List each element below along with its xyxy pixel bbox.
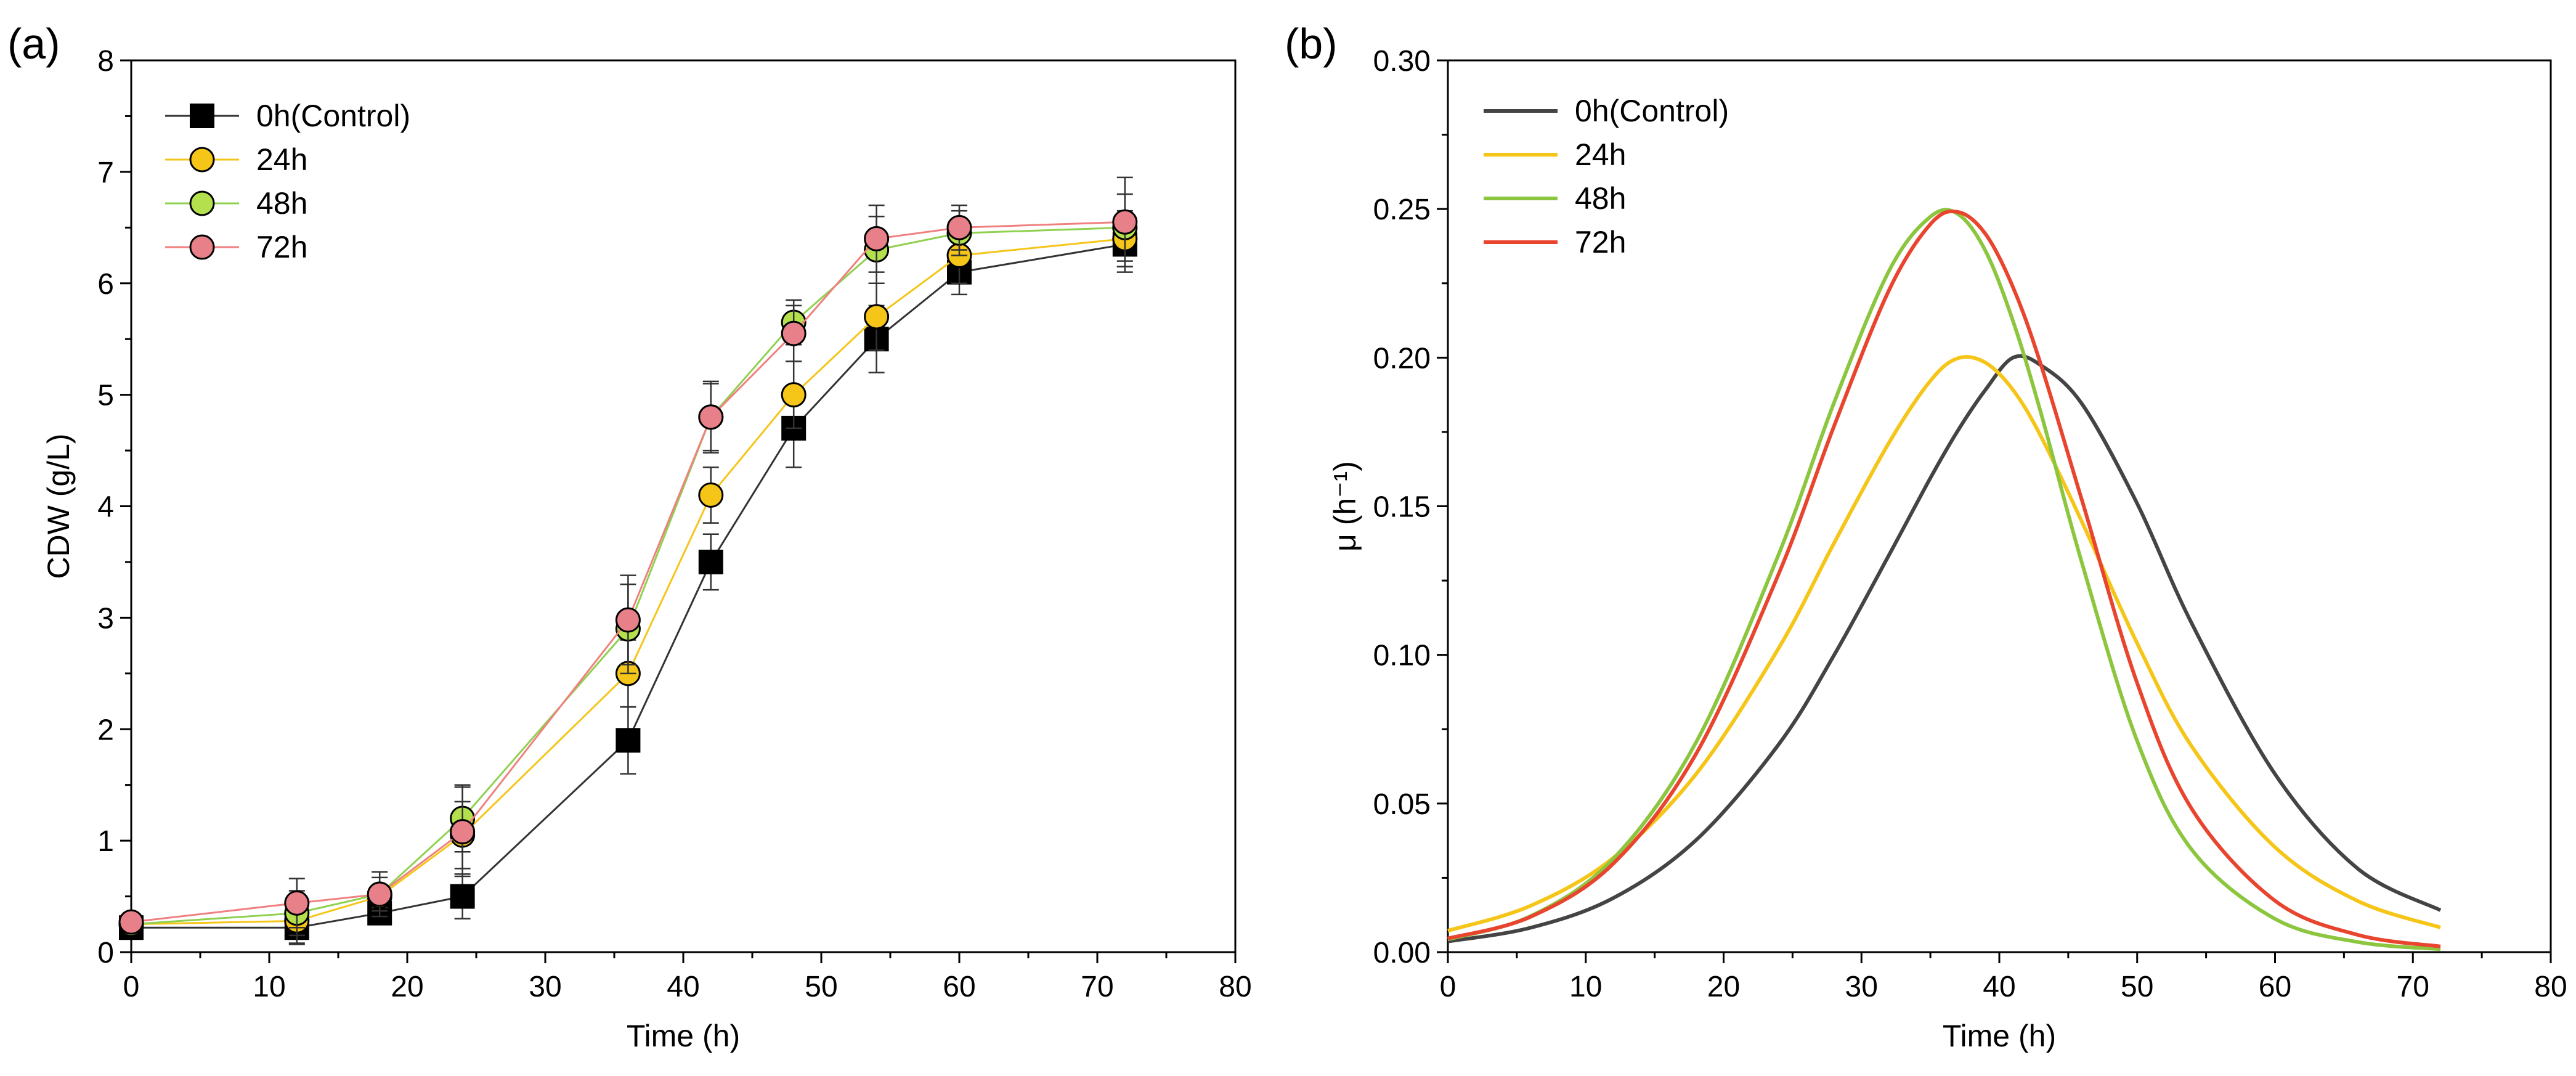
- legend-label: 24h: [1575, 137, 1626, 172]
- data-point: [450, 819, 476, 845]
- series-curve: [1447, 354, 2442, 944]
- series-3: [1447, 209, 2441, 948]
- legend-label: 48h: [1575, 181, 1626, 216]
- y-tick-label: 0.00: [1373, 937, 1431, 969]
- legend-item: 48h: [165, 186, 307, 221]
- x-tick-label: 10: [253, 971, 285, 1003]
- x-tick-label: 30: [1845, 971, 1878, 1003]
- x-axis-title: Time (h): [1943, 1019, 2056, 1053]
- x-tick-label: 50: [805, 971, 837, 1003]
- legend: 0h(Control) 24h 48h 72h: [165, 99, 410, 264]
- y-tick-label: 2: [97, 714, 114, 746]
- legend-marker: [189, 147, 215, 173]
- data-point: [781, 382, 807, 408]
- y-tick-label: 4: [97, 491, 114, 524]
- x-tick-label: 70: [2397, 971, 2429, 1003]
- legend-item: 48h: [1484, 181, 1626, 216]
- y-tick-label: 5: [97, 380, 114, 412]
- series-line: [131, 243, 1126, 929]
- panel-label: (b): [1285, 20, 1338, 68]
- legend-item: 72h: [165, 230, 307, 264]
- data-point: [698, 404, 724, 430]
- series-line: [131, 226, 1125, 926]
- series-curve: [1447, 355, 2441, 933]
- data-point: [616, 728, 641, 753]
- x-tick-label: 20: [1707, 971, 1740, 1003]
- legend-label: 72h: [256, 230, 307, 264]
- y-tick-label: 3: [97, 602, 114, 635]
- y-tick-label: 0.15: [1373, 491, 1431, 524]
- legend-item: 0h(Control): [165, 99, 410, 133]
- panel-label: (a): [7, 20, 60, 68]
- series-2: [118, 193, 1138, 937]
- legend-marker: [189, 234, 215, 260]
- legend-item: 0h(Control): [1484, 94, 1729, 128]
- data-point: [864, 226, 890, 251]
- series-line: [131, 221, 1125, 923]
- x-tick-label: 60: [2259, 971, 2291, 1003]
- legend-marker: [189, 190, 215, 216]
- legend: 0h(Control) 24h 48h 72h: [1484, 94, 1729, 259]
- x-tick-label: 0: [1440, 971, 1457, 1003]
- x-tick-label: 30: [529, 971, 561, 1003]
- y-tick-label: 8: [97, 45, 114, 78]
- x-tick-label: 10: [1569, 971, 1602, 1003]
- data-point: [698, 482, 724, 508]
- x-tick-label: 40: [1983, 971, 2015, 1003]
- legend-label: 0h(Control): [256, 99, 410, 133]
- series-curve: [1447, 209, 2441, 948]
- legend-marker: [190, 104, 214, 128]
- legend-item: 72h: [1484, 225, 1626, 259]
- series-curve: [1447, 208, 2441, 952]
- y-tick-label: 0: [97, 937, 114, 969]
- y-tick-label: 0.10: [1373, 640, 1431, 672]
- legend-label: 0h(Control): [1575, 94, 1729, 128]
- legend-item: 24h: [1484, 137, 1626, 172]
- x-axis-title: Time (h): [627, 1019, 740, 1053]
- data-point: [946, 214, 972, 240]
- y-tick-label: 6: [97, 268, 114, 301]
- data-point: [1112, 209, 1138, 235]
- legend-label: 24h: [256, 142, 307, 177]
- chart-panel-a: 0 10 20 30 40 50 60 70 80 0 1 2 3 4 5 6 7 8 Time (h) CDW (g…: [7, 20, 1252, 1053]
- x-tick-label: 60: [943, 971, 975, 1003]
- series-3: [118, 176, 1138, 935]
- data-point: [367, 881, 392, 907]
- x-tick-label: 50: [2121, 971, 2153, 1003]
- y-tick-label: 0.05: [1373, 788, 1431, 821]
- x-tick-label: 20: [391, 971, 423, 1003]
- data-point: [284, 890, 310, 916]
- x-tick-label: 80: [2534, 971, 2567, 1003]
- data-point: [781, 320, 807, 346]
- y-tick-label: 1: [97, 825, 114, 858]
- data-point: [615, 607, 641, 633]
- data-point: [698, 549, 723, 574]
- y-tick-label: 0.25: [1373, 194, 1431, 226]
- data-point: [118, 909, 144, 935]
- data-point: [450, 884, 475, 909]
- series-line: [131, 237, 1125, 926]
- y-tick-label: 0.20: [1373, 342, 1431, 375]
- chart-panel-b: 0 10 20 30 40 50 60 70 80 0.00 0.05 0.10 0.15 0.20 0.2…: [1285, 20, 2567, 1053]
- legend-label: 48h: [256, 186, 307, 221]
- x-tick-label: 70: [1081, 971, 1113, 1003]
- x-tick-label: 0: [123, 971, 140, 1003]
- series-0: [1447, 354, 2442, 944]
- y-axis-title: CDW (g/L): [41, 433, 76, 579]
- y-tick-label: 7: [97, 157, 114, 189]
- x-tick-label: 40: [667, 971, 699, 1003]
- series-2: [1447, 208, 2441, 952]
- legend-label: 72h: [1575, 225, 1626, 259]
- x-tick-label: 80: [1219, 971, 1251, 1003]
- legend-item: 24h: [165, 142, 307, 177]
- y-tick-label: 0.30: [1373, 45, 1431, 78]
- y-axis-title: μ (h⁻¹): [1328, 461, 1362, 552]
- series-1: [1447, 355, 2441, 933]
- data-point: [864, 304, 890, 330]
